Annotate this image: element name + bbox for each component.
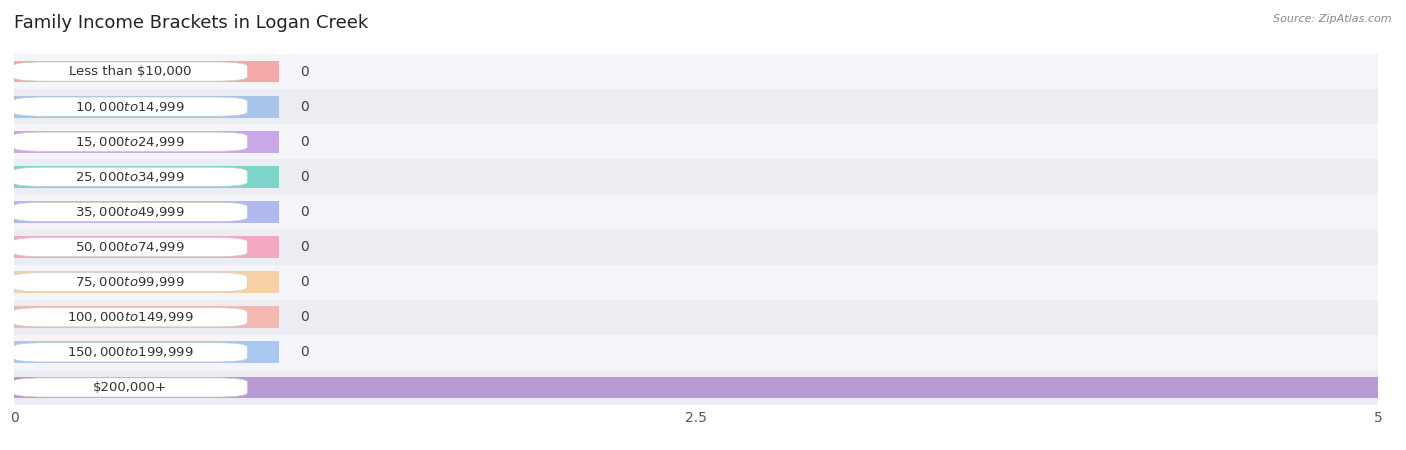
Text: 0: 0 [301, 345, 309, 360]
Text: 0: 0 [301, 275, 309, 289]
Bar [14, 342, 278, 363]
FancyBboxPatch shape [13, 62, 247, 81]
Text: Source: ZipAtlas.com: Source: ZipAtlas.com [1274, 14, 1392, 23]
Bar [14, 306, 278, 328]
Bar [14, 54, 1378, 89]
Bar [14, 166, 278, 188]
Text: $75,000 to $99,999: $75,000 to $99,999 [75, 275, 184, 289]
FancyBboxPatch shape [13, 97, 247, 116]
Text: 0: 0 [301, 135, 309, 149]
Bar [14, 230, 1378, 265]
Text: 0: 0 [301, 205, 309, 219]
Bar [14, 159, 1378, 194]
Text: $200,000+: $200,000+ [93, 381, 167, 394]
Bar [14, 131, 278, 153]
Text: 0: 0 [301, 170, 309, 184]
FancyBboxPatch shape [13, 202, 247, 221]
FancyBboxPatch shape [13, 273, 247, 292]
Text: $15,000 to $24,999: $15,000 to $24,999 [75, 135, 184, 149]
Text: 0: 0 [301, 64, 309, 79]
Text: Less than $10,000: Less than $10,000 [69, 65, 191, 78]
Text: $150,000 to $199,999: $150,000 to $199,999 [66, 345, 193, 360]
FancyBboxPatch shape [13, 378, 247, 397]
Bar [14, 89, 1378, 124]
Text: 0: 0 [301, 99, 309, 114]
Bar [14, 201, 278, 223]
FancyBboxPatch shape [13, 167, 247, 186]
Text: 0: 0 [301, 310, 309, 324]
FancyBboxPatch shape [13, 132, 247, 151]
Bar [14, 265, 1378, 300]
Bar [14, 300, 1378, 335]
Text: 0: 0 [301, 240, 309, 254]
Bar [14, 61, 278, 82]
Bar [14, 194, 1378, 230]
Bar [14, 335, 1378, 370]
FancyBboxPatch shape [13, 343, 247, 362]
Text: $35,000 to $49,999: $35,000 to $49,999 [75, 205, 184, 219]
Text: $100,000 to $149,999: $100,000 to $149,999 [66, 310, 193, 324]
Bar [14, 236, 278, 258]
Text: $10,000 to $14,999: $10,000 to $14,999 [75, 99, 184, 114]
FancyBboxPatch shape [13, 308, 247, 327]
Text: $25,000 to $34,999: $25,000 to $34,999 [75, 170, 184, 184]
FancyBboxPatch shape [13, 238, 247, 256]
Bar [14, 271, 278, 293]
Text: $50,000 to $74,999: $50,000 to $74,999 [75, 240, 184, 254]
Bar [14, 96, 278, 117]
Bar [14, 124, 1378, 159]
Bar [14, 377, 1378, 398]
Bar [14, 370, 1378, 405]
Text: Family Income Brackets in Logan Creek: Family Income Brackets in Logan Creek [14, 14, 368, 32]
